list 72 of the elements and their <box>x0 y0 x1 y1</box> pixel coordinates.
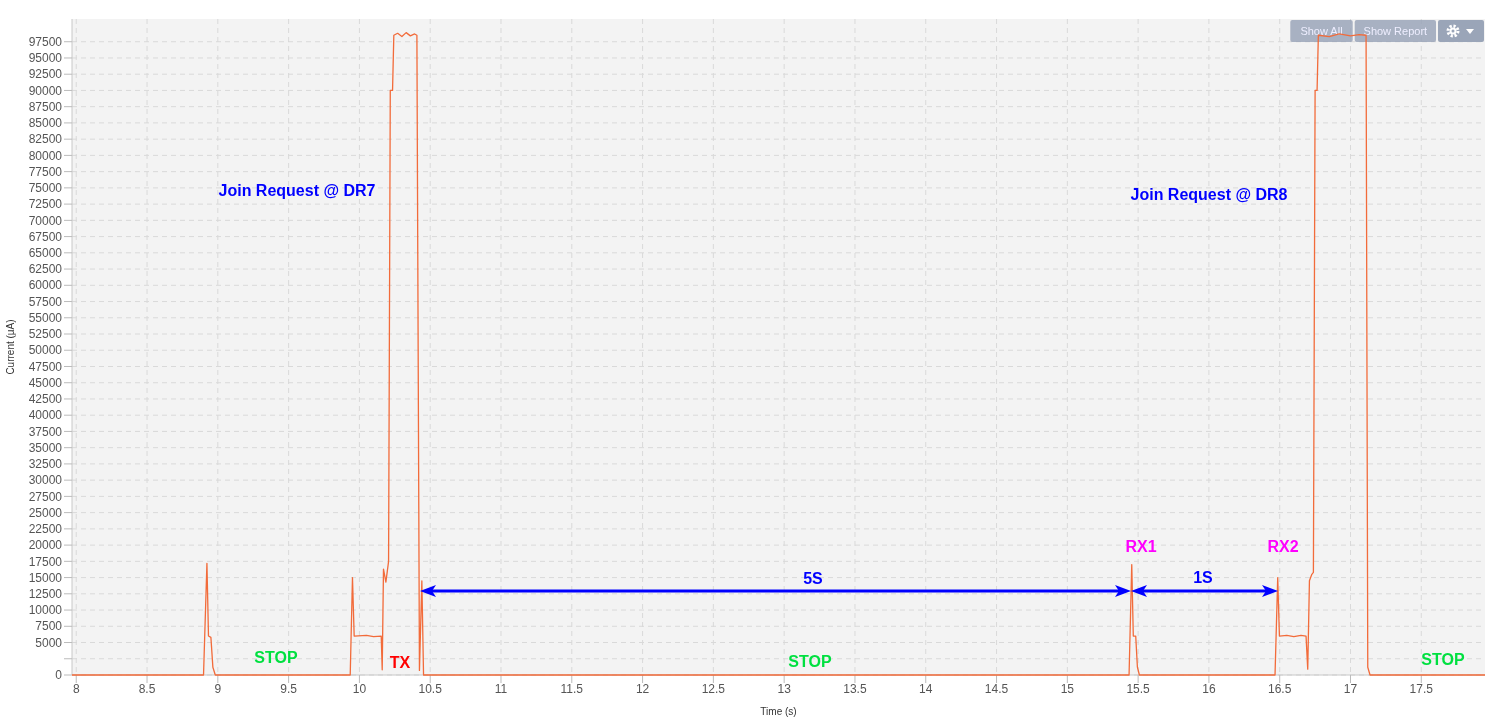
annotation: 5S <box>803 569 824 587</box>
y-tick-label: 62500 <box>28 262 63 277</box>
annotation: Show Report <box>1363 24 1428 37</box>
y-tick-label: 25000 <box>28 505 63 520</box>
y-tick-label: 32500 <box>28 457 63 472</box>
y-tick-label: 82500 <box>28 132 63 147</box>
y-tick-label: 37500 <box>28 424 63 439</box>
x-tick-label: 14 <box>919 682 933 696</box>
annotation: STOP <box>1421 650 1465 668</box>
y-tick-label: 87500 <box>28 99 63 114</box>
x-tick-label: 11.5 <box>560 682 584 696</box>
annotation: Join Request @ DR8 <box>1130 185 1288 203</box>
y-tick-label: 55000 <box>28 310 63 325</box>
x-tick-label: 16 <box>1202 682 1216 696</box>
y-tick-label: 12500 <box>28 587 63 602</box>
annotation: RX2 <box>1267 537 1299 555</box>
x-tick-label: 15 <box>1060 682 1075 696</box>
y-tick-label: 97500 <box>28 34 63 49</box>
annotation: Join Request @ DR7 <box>218 181 376 199</box>
y-tick-label: 7500 <box>35 619 63 634</box>
y-tick-label: 67500 <box>28 229 63 244</box>
x-tick-label: 13.5 <box>843 682 867 696</box>
y-tick-label: 75000 <box>28 181 63 196</box>
y-tick-label: 10000 <box>28 603 63 618</box>
y-tick-label: 20000 <box>28 538 63 553</box>
y-tick-label: 77500 <box>28 164 63 179</box>
x-tick-label: 13 <box>777 682 792 696</box>
x-axis-title: Time (s) <box>760 706 797 717</box>
y-tick-label: 22500 <box>28 522 63 537</box>
y-tick-label: 52500 <box>28 327 63 342</box>
y-tick-label: 42500 <box>28 392 63 407</box>
y-tick-label: 50000 <box>28 343 63 358</box>
annotation: 1S <box>1193 568 1214 586</box>
x-tick-label: 15.5 <box>1126 682 1151 696</box>
y-tick-label: 92500 <box>28 67 63 82</box>
y-tick-label: 90000 <box>28 83 63 98</box>
annotation: STOP <box>254 648 298 666</box>
y-tick-label: 15000 <box>28 570 63 585</box>
annotation: STOP <box>788 652 832 670</box>
annotation: RX1 <box>1125 537 1157 555</box>
x-tick-label: 14.5 <box>984 682 1009 696</box>
y-tick-label: 70000 <box>28 213 63 228</box>
y-tick-label: 95000 <box>28 51 63 66</box>
x-tick-label: 9.5 <box>280 682 298 696</box>
x-tick-label: 10 <box>352 682 367 696</box>
y-tick-label: 60000 <box>28 278 63 293</box>
x-tick-label: 17.5 <box>1409 682 1434 696</box>
y-tick-label: 80000 <box>28 148 63 163</box>
x-tick-label: 11 <box>494 682 508 696</box>
y-axis-title: Current (μA) <box>5 319 16 375</box>
y-tick-label: 47500 <box>28 359 63 374</box>
y-tick-label: 65000 <box>28 246 63 261</box>
y-tick-label: 85000 <box>28 116 63 131</box>
x-tick-label: 8 <box>72 682 80 696</box>
y-tick-label: 27500 <box>28 489 63 504</box>
y-tick-label: 45000 <box>28 375 63 390</box>
y-tick-label: 30000 <box>28 473 63 488</box>
y-tick-label: 40000 <box>28 408 63 423</box>
y-tick-label: 72500 <box>28 197 63 212</box>
y-tick-label: 17500 <box>28 554 63 569</box>
x-tick-label: 10.5 <box>418 682 443 696</box>
x-tick-label: 9 <box>214 682 222 696</box>
x-tick-label: 12 <box>635 682 650 696</box>
annotation: TX <box>389 653 411 671</box>
x-tick-label: 16.5 <box>1268 682 1292 696</box>
x-tick-label: 8.5 <box>138 682 156 696</box>
x-tick-label: 12.5 <box>701 682 726 696</box>
y-tick-label: 35000 <box>28 440 63 455</box>
y-tick-label: 5000 <box>35 635 63 650</box>
y-tick-label: 57500 <box>28 294 63 309</box>
x-tick-label: 17 <box>1343 682 1358 696</box>
y-tick-label: 0 <box>55 668 63 683</box>
